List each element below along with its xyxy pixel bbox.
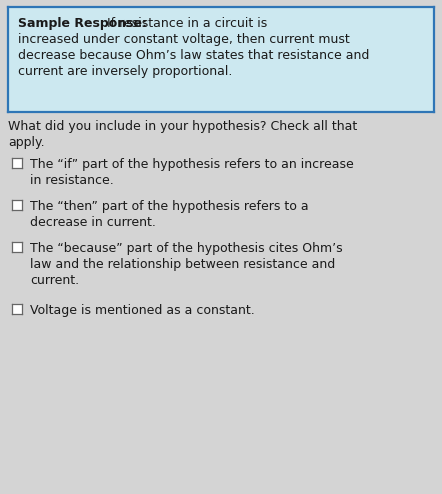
Text: If resistance in a circuit is: If resistance in a circuit is (107, 17, 267, 30)
Text: increased under constant voltage, then current must: increased under constant voltage, then c… (18, 33, 350, 46)
Text: What did you include in your hypothesis? Check all that: What did you include in your hypothesis?… (8, 120, 357, 133)
Text: The “then” part of the hypothesis refers to a: The “then” part of the hypothesis refers… (30, 200, 309, 213)
Text: decrease in current.: decrease in current. (30, 216, 156, 229)
Text: decrease because Ohm’s law states that resistance and: decrease because Ohm’s law states that r… (18, 49, 370, 62)
Text: current.: current. (30, 274, 79, 287)
Text: Sample Response:: Sample Response: (18, 17, 151, 30)
Text: in resistance.: in resistance. (30, 174, 114, 187)
Text: law and the relationship between resistance and: law and the relationship between resista… (30, 258, 335, 271)
Text: apply.: apply. (8, 136, 45, 149)
Text: current are inversely proportional.: current are inversely proportional. (18, 65, 232, 78)
Text: The “because” part of the hypothesis cites Ohm’s: The “because” part of the hypothesis cit… (30, 242, 343, 255)
Text: The “if” part of the hypothesis refers to an increase: The “if” part of the hypothesis refers t… (30, 158, 354, 171)
Text: Voltage is mentioned as a constant.: Voltage is mentioned as a constant. (30, 304, 255, 317)
